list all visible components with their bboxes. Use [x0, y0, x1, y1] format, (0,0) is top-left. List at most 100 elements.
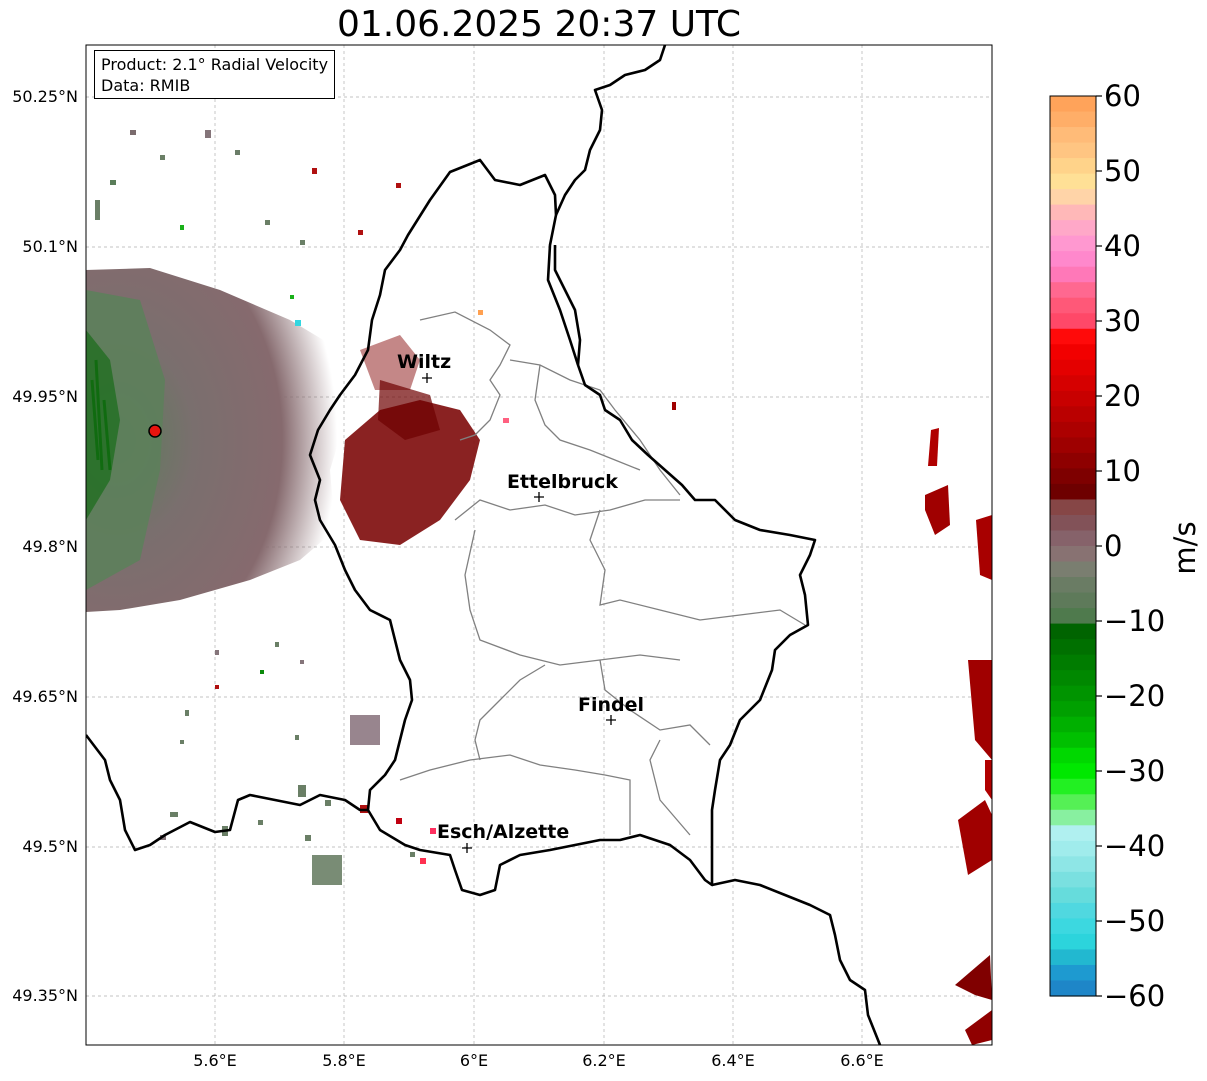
lat-tick-labels: 50.25°N 50.1°N 49.95°N 49.8°N 49.65°N 49… [12, 87, 78, 1005]
colorbar-segment [1050, 530, 1096, 547]
colorbar-tick: 10 [1104, 454, 1141, 488]
colorbar-segment [1050, 825, 1096, 842]
radar-echo-receding [340, 335, 480, 545]
radar-echo-east-edge [925, 428, 992, 1045]
colorbar-segment [1050, 933, 1096, 951]
colorbar-segment [1050, 297, 1096, 314]
colorbar-segment [1050, 359, 1096, 376]
lat-tick: 49.35°N [12, 986, 78, 1005]
lat-tick: 49.95°N [12, 387, 78, 406]
colorbar-segment [1050, 204, 1096, 221]
colorbar-tick: 30 [1104, 304, 1141, 338]
colorbar-segment [1050, 452, 1096, 470]
lat-tick: 49.8°N [22, 537, 78, 556]
city-label-ettelbruck: Ettelbruck [507, 471, 618, 493]
colorbar-segment [1050, 639, 1096, 656]
colorbar-segment [1050, 949, 1096, 966]
colorbar-tick: 20 [1104, 379, 1141, 413]
colorbar-segment [1050, 887, 1096, 904]
plot-frame [85, 44, 993, 1046]
colorbar-segment [1050, 608, 1096, 625]
colorbar-segment [1050, 685, 1096, 702]
colorbar-segment [1050, 794, 1096, 811]
colorbar-tick: −40 [1104, 829, 1165, 863]
city-label-esch-alzette: Esch/Alzette [437, 821, 569, 843]
colorbar-segment [1050, 840, 1096, 857]
colorbar-segment [1050, 266, 1096, 283]
colorbar-segment [1050, 344, 1096, 361]
colorbar-segment [1050, 577, 1096, 594]
colorbar-segment [1050, 546, 1096, 563]
city-label-findel: Findel [578, 694, 644, 716]
colorbar-segment [1050, 716, 1096, 733]
colorbar-segment [1050, 980, 1096, 997]
colorbar-segment [1050, 623, 1096, 640]
colorbar-tick-labels: 60 50 40 30 20 10 0 −10 −20 −30 −40 −50 … [1104, 79, 1165, 1013]
colorbar-segment [1050, 328, 1096, 345]
colorbar-segment [1050, 111, 1096, 128]
colorbar-segment [1050, 514, 1096, 532]
lon-tick: 6.2°E [582, 1051, 626, 1070]
data-source-label: Data: RMIB [101, 76, 191, 95]
colorbar-segment [1050, 375, 1096, 392]
colorbar-segment [1050, 871, 1096, 888]
colorbar-segment [1050, 468, 1096, 485]
city-label-wiltz: Wiltz [397, 351, 451, 373]
colorbar-segment [1050, 406, 1096, 423]
colorbar-segment [1050, 964, 1096, 982]
colorbar-segment [1050, 483, 1096, 501]
colorbar-segment [1050, 142, 1096, 159]
colorbar-segment [1050, 763, 1096, 780]
colorbar-segment [1050, 220, 1096, 237]
colorbar-segment [1050, 313, 1096, 330]
lon-tick: 5.8°E [322, 1051, 366, 1070]
colorbar-segment [1050, 747, 1096, 764]
radar-echo-main [86, 268, 345, 612]
colorbar-segment [1050, 235, 1096, 252]
colorbar-segment [1050, 778, 1096, 795]
national-borders [86, 45, 882, 1045]
colorbar-segment [1050, 158, 1096, 175]
colorbar: 60 50 40 30 20 10 0 −10 −20 −30 −40 −50 … [1049, 79, 1202, 1013]
colorbar-segment [1050, 173, 1096, 190]
colorbar-segment [1050, 561, 1096, 578]
colorbar-tick: −30 [1104, 754, 1165, 788]
lat-tick: 49.5°N [22, 837, 78, 856]
colorbar-tick: −60 [1104, 979, 1165, 1013]
colorbar-label: m/s [1168, 521, 1202, 574]
colorbar-tick: 50 [1104, 154, 1141, 188]
colorbar-segments [1050, 96, 1096, 997]
colorbar-segment [1050, 96, 1096, 113]
colorbar-tick: −10 [1104, 604, 1165, 638]
colorbar-segment [1050, 670, 1096, 687]
colorbar-tick: 0 [1104, 529, 1122, 563]
colorbar-segment [1050, 654, 1096, 671]
colorbar-segment [1050, 856, 1096, 873]
lat-tick: 49.65°N [12, 687, 78, 706]
lat-tick: 50.1°N [22, 237, 78, 256]
lon-tick: 6.4°E [711, 1051, 755, 1070]
lat-tick: 50.25°N [12, 87, 78, 106]
colorbar-tick: −20 [1104, 679, 1165, 713]
lon-tick: 6.6°E [840, 1051, 884, 1070]
colorbar-segment [1050, 282, 1096, 299]
colorbar-tick: −50 [1104, 904, 1165, 938]
colorbar-segment [1050, 592, 1096, 609]
product-info-box: Product: 2.1° Radial Velocity Data: RMIB [94, 50, 336, 99]
map-title: 01.06.2025 20:37 UTC [336, 4, 742, 45]
colorbar-segment [1050, 809, 1096, 826]
colorbar-tick: 40 [1104, 229, 1141, 263]
colorbar-segment [1050, 902, 1096, 920]
colorbar-tick: 60 [1104, 79, 1141, 113]
colorbar-segment [1050, 251, 1096, 268]
radar-site-marker [148, 424, 162, 438]
canton-boundaries [399, 311, 806, 836]
lon-tick: 6°E [460, 1051, 488, 1070]
colorbar-segment [1050, 127, 1096, 144]
colorbar-segment [1050, 421, 1096, 438]
colorbar-segment [1050, 499, 1096, 516]
lon-tick-labels: 5.6°E 5.8°E 6°E 6.2°E 6.4°E 6.6°E [193, 1051, 884, 1070]
product-label: Product: 2.1° Radial Velocity [101, 55, 329, 74]
colorbar-segment [1050, 437, 1096, 454]
